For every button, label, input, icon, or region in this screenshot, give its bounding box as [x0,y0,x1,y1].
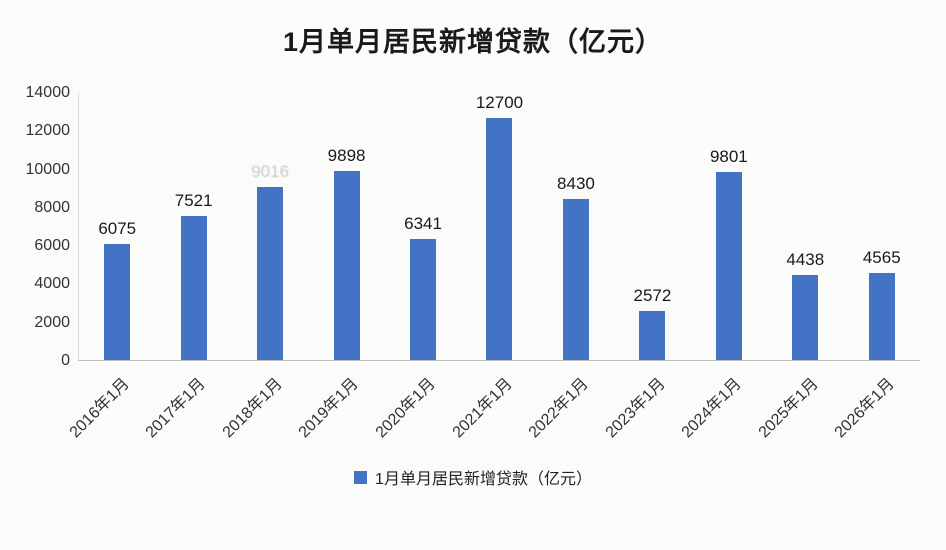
x-tick-cell: 2016年1月 [66,361,155,463]
bar-value-label: 12700 [475,93,524,112]
y-tick-label: 12000 [25,122,71,140]
bar [639,310,666,360]
y-tick-label: 8000 [34,198,70,216]
bar [562,198,589,360]
x-tick-label: 2016年1月 [66,375,133,442]
x-tick-cell: 2023年1月 [602,361,691,463]
bar-value-label: 8430 [557,173,595,193]
y-tick-label: 2000 [34,313,70,331]
x-tick-cell: 2021年1月 [449,361,538,463]
x-tick-cell: 2020年1月 [373,361,461,463]
plot-area: 6075 7521 9016 9898 6341 12700 8430 2572 9801 443… [78,93,920,361]
y-axis: 0 2000 4000 6000 8000 10000 12000 14000 [12,84,78,369]
x-tick-cell: 2017年1月 [143,361,232,463]
bar-column: 8430 [538,93,614,360]
bar [410,238,437,360]
bar-column: 4438 [767,93,843,360]
x-tick-cell: 2018年1月 [220,361,308,463]
bar-column: 7521 [155,93,231,360]
bar-column: 9801 [691,93,767,360]
bar [104,243,131,360]
bar-column: 9898 [308,93,384,360]
plot-row: 0 2000 4000 6000 8000 10000 12000 14000 6075 752… [0,84,946,369]
bar-column: 12700 [461,93,537,360]
x-tick-cell: 2025年1月 [755,361,844,463]
bar-columns: 6075 7521 9016 9898 6341 12700 8430 2572 9801 443… [79,93,920,360]
y-tick-label: 10000 [25,160,71,178]
legend: 1月单月居民新增贷款（亿元） [0,465,946,489]
x-axis: 2016年1月 2017年1月 2018年1月 2019年1月 2020年1月 2021年… [0,361,946,463]
bar-column: 4565 [844,93,920,360]
x-tick-cell: 2024年1月 [679,361,767,463]
chart-title: 1月单月居民新增贷款（亿元） [282,27,663,57]
bar-value-label: 9898 [327,145,366,165]
bar [868,272,895,360]
bar-column: 6341 [385,93,461,360]
legend-label: 1月单月居民新增贷款（亿元） [375,471,592,488]
bar [792,275,819,360]
bar-value-label: 2572 [633,285,672,305]
bar-column: 2572 [614,93,690,360]
x-tick-cell: 2022年1月 [526,361,614,463]
y-tick-label: 4000 [34,275,70,293]
x-tick-cell: 2026年1月 [832,361,920,463]
legend-swatch-icon [354,470,368,484]
bar-value-label: 7521 [174,191,213,211]
bar-value-label: 6341 [404,213,442,233]
bar [715,172,742,360]
bar-value-label: 6075 [98,218,137,238]
x-tick-cell: 2019年1月 [296,361,385,463]
bar [257,187,284,360]
bar-value-label: 4438 [786,250,825,270]
y-tick-label: 14000 [25,84,71,101]
bar-value-label: 4565 [862,247,901,267]
bar-value-label: 9016 [251,162,290,182]
bar-value-label: 9801 [709,147,748,167]
bar-column: 9016 [232,93,308,360]
bar [333,170,360,360]
y-tick-label: 0 [61,352,70,369]
bar [180,216,207,360]
bar-column: 6075 [79,93,155,360]
bar [486,118,513,360]
y-tick-label: 6000 [34,237,70,255]
